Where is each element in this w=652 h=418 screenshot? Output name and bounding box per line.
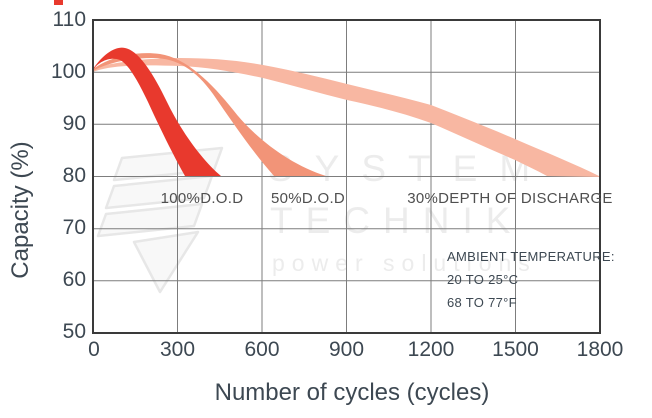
ytick-70: 70 <box>62 216 86 239</box>
ambient-note-line2: 20 TO 25°C <box>447 272 519 287</box>
band-100-dod <box>93 47 221 177</box>
ytick-100: 100 <box>50 60 86 83</box>
label-50-dod: 50%D.O.D <box>270 190 346 207</box>
watermark-text-technik: TECHNIK <box>270 200 524 241</box>
xtick-1500: 1500 <box>492 338 539 361</box>
watermark-text-system: SYSTEM <box>268 148 553 189</box>
red-corner-artifact <box>54 0 63 5</box>
ambient-note-line1: AMBIENT TEMPERATURE: <box>447 249 615 264</box>
y-axis-title: Capacity (%) <box>7 141 34 279</box>
ytick-90: 90 <box>62 112 86 135</box>
ambient-note-line3: 68 TO 77°F <box>447 295 517 310</box>
ytick-80: 80 <box>62 164 86 187</box>
watermark-logo-icon <box>96 146 224 294</box>
band-50-dod <box>93 53 326 176</box>
label-30-dod: 30%DEPTH OF DISCHARGE <box>407 190 613 207</box>
ytick-50: 50 <box>62 320 86 343</box>
ytick-60: 60 <box>62 268 86 291</box>
label-100-dod: 100%D.O.D <box>160 190 244 207</box>
plot-frame <box>92 19 601 334</box>
xtick-1800: 1800 <box>576 338 624 361</box>
x-axis-title: Number of cycles (cycles) <box>214 379 490 406</box>
ytick-110: 110 <box>52 8 86 31</box>
xtick-1200: 1200 <box>407 338 455 361</box>
xtick-0: 0 <box>88 338 100 361</box>
xtick-900: 900 <box>328 338 365 361</box>
watermark-text-power-solutions: power solutions <box>272 250 537 276</box>
xtick-600: 600 <box>244 338 280 361</box>
band-30-dod <box>93 58 601 177</box>
xtick-300: 300 <box>159 338 196 361</box>
